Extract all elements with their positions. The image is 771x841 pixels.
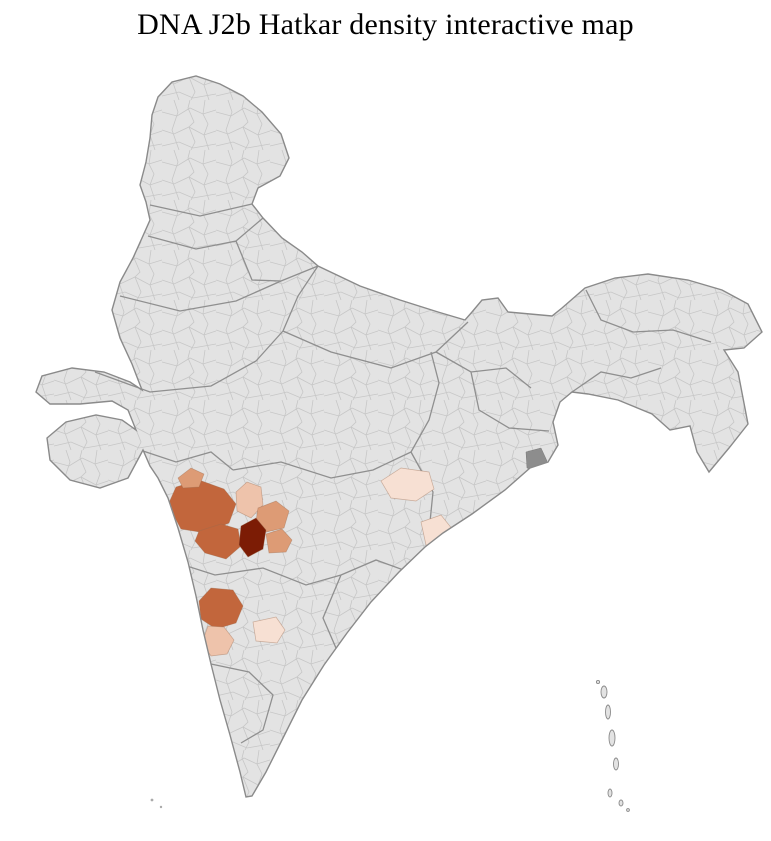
district-choropleth-6[interactable] xyxy=(238,517,267,558)
state-boundaries xyxy=(94,203,712,744)
west-islets xyxy=(150,798,163,809)
district-choropleth-10[interactable] xyxy=(252,616,286,644)
district-choropleth-2[interactable] xyxy=(177,467,205,489)
andaman-islands xyxy=(595,679,630,812)
gray-patch-west xyxy=(37,414,57,433)
page-title: DNA J2b Hatkar density interactive map xyxy=(137,8,634,41)
district-choropleth-8[interactable] xyxy=(198,587,244,630)
district-choropleth-7[interactable] xyxy=(265,528,293,554)
district-choropleth-5[interactable] xyxy=(194,523,242,560)
india-outline xyxy=(35,75,763,798)
district-choropleth-3[interactable] xyxy=(235,481,264,519)
district-boundaries-texture xyxy=(36,76,762,797)
district-choropleth-11[interactable] xyxy=(380,467,435,502)
choropleth-districts xyxy=(167,467,454,657)
